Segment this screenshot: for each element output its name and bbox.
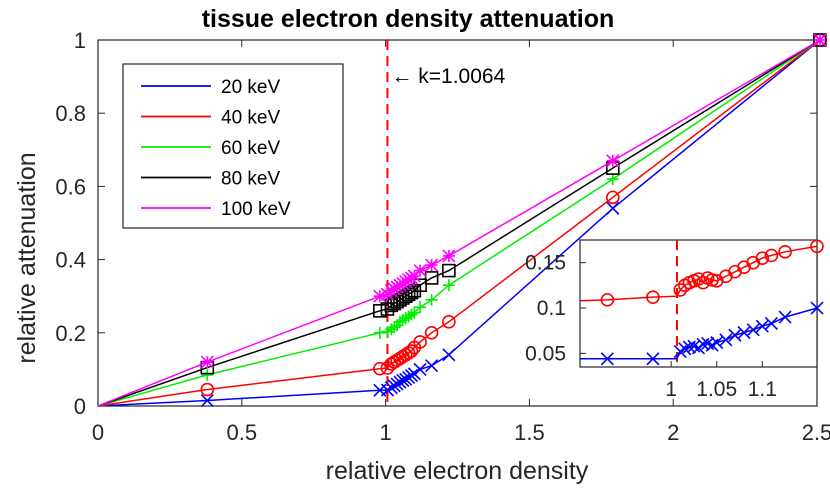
inset-data-point-0 [705,273,719,287]
data-point-4 [413,264,427,278]
data-point-1 [606,190,620,205]
legend-box [122,63,344,229]
x-tick-label: 0 [92,420,104,445]
inset-data-point-1 [737,325,751,340]
data-point-2 [408,306,421,319]
inset-plot: 1 1.05 1.1 0.05 0.1 0.15 [525,239,824,401]
data-point-2 [414,301,427,314]
legend-entry: 40 keV [221,108,280,129]
data-point-1 [442,315,456,329]
data-point-0 [442,348,456,362]
data-point-2 [606,173,619,186]
inset-data-point-0 [764,248,779,263]
k-annotation: ← k=1.0064 [391,65,505,88]
data-point-4 [813,33,827,47]
x-tick-label: 2 [667,420,679,445]
data-point-0 [413,362,427,376]
inset-data-point-0 [691,272,706,286]
data-point-4 [442,249,456,263]
data-point-3 [424,271,439,285]
legend-entry: 80 keV [221,169,280,190]
inset-data-point-1 [710,335,724,350]
inset-data-point-0 [600,293,615,307]
inset-data-point-0 [646,290,660,304]
data-point-2 [405,308,418,321]
x-axis-label: relative electron density [326,457,589,485]
data-point-4 [425,258,439,272]
data-point-0 [407,367,421,381]
inset-data-point-1 [719,333,733,347]
data-point-2 [201,368,214,381]
data-point-4 [373,289,387,303]
inset-data-point-1 [728,328,742,342]
legend: 20 keV 40 keV 60 keV 80 keV 100 keV [122,63,344,229]
inset-data-point-0 [755,251,770,265]
inset-data-point-0 [696,275,710,290]
inset-data-point-1 [600,352,614,366]
data-point-1 [373,361,387,376]
data-point-3 [442,263,456,278]
data-point-1 [413,335,427,349]
data-point-1 [404,344,419,358]
data-point-0 [380,383,395,397]
data-point-2 [425,293,438,306]
y-tick-label: 0.6 [55,174,86,199]
inset-frame [579,239,818,368]
inset-x-tick-label: 1.05 [696,378,737,401]
inset-y-tick-label: 0.1 [537,297,566,320]
legend-entry: 60 keV [221,138,280,159]
y-axis-label: relative attenuation [13,152,41,363]
legend-entry: 100 keV [221,199,291,220]
inset-x-tick-label: 1.1 [748,378,777,401]
y-tick-label: 0.4 [55,248,86,273]
inset-data-point-1 [810,301,824,315]
data-point-4 [606,154,620,168]
y-tick-label: 0.2 [55,321,86,346]
data-point-0 [425,359,439,373]
y-tick-label: 0 [74,394,86,419]
data-point-4 [200,355,214,369]
data-point-1 [200,382,215,397]
inset-data-point-1 [678,342,692,356]
data-point-2 [388,321,401,334]
data-point-2 [442,279,455,292]
plot-frame [97,39,818,407]
inset-data-point-0 [810,239,824,254]
y-tick-label: 1 [74,28,86,53]
data-point-2 [373,326,386,339]
inset-data-point-1 [646,352,660,366]
inset-data-point-0 [778,244,792,259]
inset-data-point-0 [673,283,688,297]
x-tick-label: 1 [379,420,391,445]
x-tick-label: 2.5 [802,420,830,445]
inset-x-tick-label: 1 [665,378,677,401]
inset-y-tick-label: 0.15 [525,252,566,275]
data-point-0 [606,201,620,215]
x-tick-label: 1.5 [514,420,545,445]
x-tick-label: 0.5 [227,420,258,445]
legend-entry: 20 keV [221,77,280,98]
y-tick-label: 0.8 [55,101,86,126]
inset-data-point-1 [755,319,769,333]
inset-data-point-1 [764,316,778,331]
inset-data-point-1 [746,323,760,337]
main-plot: 0 0.5 1 1.5 2 2.5 0 0.2 0.4 0.6 0.8 1 ← k=1.0064 [55,28,830,445]
data-point-1 [424,325,439,340]
inset-data-point-1 [778,310,792,324]
inset-y-tick-label: 0.05 [525,342,566,365]
chart-title: tissue electron density attenuation [202,5,615,33]
data-point-0 [200,393,214,408]
